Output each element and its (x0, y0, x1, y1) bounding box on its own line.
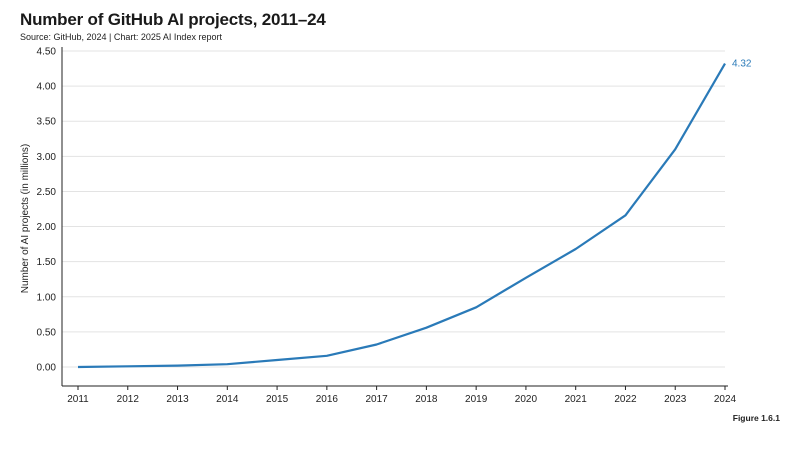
x-tick-label: 2013 (166, 394, 189, 405)
x-tick-label: 2015 (266, 394, 289, 405)
x-tick-label: 2019 (465, 394, 488, 405)
x-tick-label: 2024 (714, 394, 737, 405)
y-tick-label: 3.00 (37, 152, 57, 163)
x-tick-label: 2023 (664, 394, 687, 405)
y-axis-ticks: 0.00 0.50 1.00 1.50 2.00 2.50 3.00 3.50 4.00 4.50 (37, 47, 57, 374)
chart-source: Source: GitHub, 2024 | Chart: 2025 AI In… (20, 32, 222, 42)
y-tick-label: 2.00 (37, 222, 57, 233)
x-tick-label: 2017 (365, 394, 388, 405)
y-tick-label: 2.50 (37, 187, 57, 198)
y-tick-label: 0.00 (37, 363, 57, 374)
y-tick-label: 1.50 (37, 257, 57, 268)
x-tick-label: 2018 (415, 394, 438, 405)
x-tick-label: 2012 (117, 394, 140, 405)
y-tick-label: 1.00 (37, 292, 57, 303)
x-tick-label: 2020 (515, 394, 538, 405)
x-tick-label: 2014 (216, 394, 239, 405)
y-tick-label: 0.50 (37, 327, 57, 338)
y-tick-label: 4.50 (37, 47, 57, 58)
series-line (77, 63, 726, 369)
figure-number: Figure 1.6.1 (732, 413, 780, 423)
y-tick-label: 3.50 (37, 117, 57, 128)
gridlines (62, 50, 725, 368)
x-tick-label: 2021 (565, 394, 588, 405)
x-tick-label: 2011 (67, 394, 89, 405)
end-value-label: 4.32 (732, 59, 752, 70)
x-axis-ticks: 2011 2012 2013 2014 2015 2016 2017 2018 2019 2020… (67, 386, 737, 405)
y-tick-label: 4.00 (37, 82, 57, 93)
y-axis-title: Number of AI projects (in millions) (20, 144, 31, 294)
x-tick-label: 2022 (614, 394, 637, 405)
chart-title: Number of GitHub AI projects, 2011–24 (20, 10, 326, 29)
x-tick-label: 2016 (316, 394, 339, 405)
